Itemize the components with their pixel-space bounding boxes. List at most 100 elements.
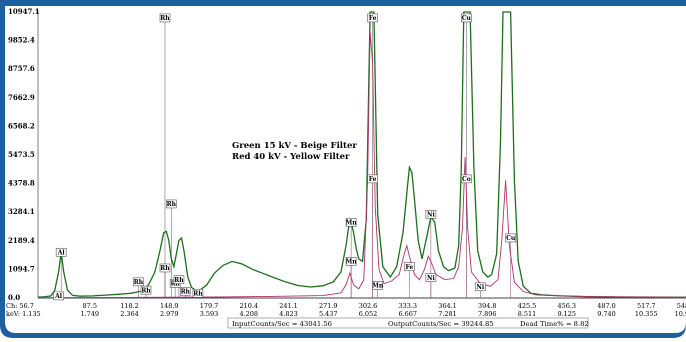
peak-label-box [425,273,437,282]
status-output-counts: OutputCounts/Sec = 39244.85 [388,320,494,328]
y-tick-label: 5473.5 [8,150,35,159]
x-tick-label-channel: 456.3 [557,302,576,310]
x-tick-label-kev: 4.208 [239,310,258,318]
peak-label-mn: Mn [346,219,358,226]
x-tick-label-kev: 9.740 [597,310,616,318]
peak-label-fe: Fe [369,176,377,183]
peak-label-box [505,233,516,243]
peak-label-box [159,263,171,273]
peak-label-rh: Rh [141,287,151,294]
x-tick-label-channel: 487.0 [597,302,616,310]
peak-label-rh: Rh [134,279,144,286]
peak-label-ni: Ni [476,284,484,291]
peak-label-rh: Rh [160,15,170,22]
peak-label-co: Co [462,176,471,183]
x-tick-label-kev: 5.437 [319,310,338,318]
peak-label-rh: Rh [193,290,203,297]
peak-label-box [345,257,357,266]
x-tick-label-channel: 271.9 [319,302,338,310]
peak-label-box [55,247,67,257]
peak-label-box [367,174,378,184]
y-tick-label: 10947.1 [8,7,40,16]
status-bar [227,317,589,329]
peak-label-box [179,287,191,296]
y-tick-label: 9852.4 [8,36,35,45]
peak-label-rh: Rh [167,201,177,208]
x-tick-label-kev: 9.125 [557,310,576,318]
peak-label-rh: Rh [174,277,184,284]
frame-inner [5,6,686,333]
peak-label-box [474,282,486,292]
peak-label-box [461,13,472,23]
peak-label-rh: Rh [160,265,170,272]
x-tick-label-kev: 7.281 [438,310,457,318]
x-tick-label-channel: 333.3 [398,302,417,310]
x-tick-label-kev: 10.969 [675,310,686,318]
x-tick-label-channel: 87.5 [83,302,97,310]
x-tick-label-channel: 148.9 [160,302,179,310]
y-tick-label: 1094.7 [8,264,35,273]
x-tick-label-channel: 548.5 [677,302,686,310]
peak-label-box [192,288,204,298]
x-tick-label-channel: 517.7 [637,302,656,310]
peak-label-mn: Mn [372,283,384,290]
series-line-green-15kv [37,11,686,298]
peak-label-rh: Rh [181,289,191,296]
y-tick-label: 7662.9 [8,93,35,102]
status-input-counts: InputCounts/Sec = 43041.56 [232,320,332,328]
peak-label-fe: Fe [369,15,377,22]
peak-label-box [53,291,64,301]
peak-label-fe: Fe [405,264,413,271]
x-tick-label-kev: 8.511 [518,310,537,318]
y-tick-label: 0.0 [8,293,20,302]
peak-label-mn: Mn [346,259,358,266]
peak-label-box [133,277,144,287]
x-tick-label-kev: 4.823 [279,310,298,318]
peak-label-rh: Rh [170,281,180,288]
y-tick-label: 3284.1 [8,207,35,216]
x-tick-label-kev: 1.749 [80,310,99,318]
y-tick-label: 8757.6 [8,64,35,73]
x-tick-label-kev: 2.979 [160,310,179,318]
peak-label-box [367,13,378,23]
x-tick-label-channel: 179.7 [200,302,219,310]
y-tick-label: 4378.8 [8,179,35,188]
peak-label-box [166,199,177,209]
peak-label-cu: Cu [462,15,472,22]
legend-entry-red: Red 40 kV - Yellow Filter [232,152,350,162]
y-tick-label: 2189.4 [8,236,35,245]
x-tick-label-kev: 6.052 [359,310,378,318]
y-tick-label: 6568.2 [8,121,35,130]
peak-label-box [425,210,437,219]
peak-label-box [345,217,357,227]
x-tick-label-channel: 241.1 [279,302,298,310]
peak-label-box [461,174,472,184]
peak-label-box [404,262,415,271]
peak-label-ni: Ni [427,212,435,219]
peak-label-box [140,285,152,295]
x-tick-label-channel: 364.1 [438,302,457,310]
x-tick-label-channel: 425.5 [518,302,537,310]
legend-entry-green: Green 15 kV - Beige Filter [232,141,357,151]
x-tick-label-channel: Ch: 56.7 [6,302,34,310]
peak-label-box [372,281,383,290]
peak-label-cu: Cu [506,235,516,242]
x-tick-label-channel: 118.2 [120,302,139,310]
x-tick-label-kev: 2.364 [120,310,139,318]
x-tick-label-kev: 3.593 [200,310,219,318]
status-dead-time: Dead Time% = 8.82 [520,320,589,328]
x-tick-label-kev: 6.667 [398,310,417,318]
peak-label-ni: Ni [427,275,435,282]
x-tick-label-channel: 394.8 [478,302,497,310]
peak-label-box [173,275,185,285]
x-tick-label-channel: 302.6 [359,302,378,310]
series-line-red-40kv [37,31,686,299]
peak-label-box [159,13,171,23]
x-tick-label-channel: 210.4 [239,302,258,310]
peak-label-al: Al [57,249,66,256]
peak-label-al: Al [54,293,63,300]
